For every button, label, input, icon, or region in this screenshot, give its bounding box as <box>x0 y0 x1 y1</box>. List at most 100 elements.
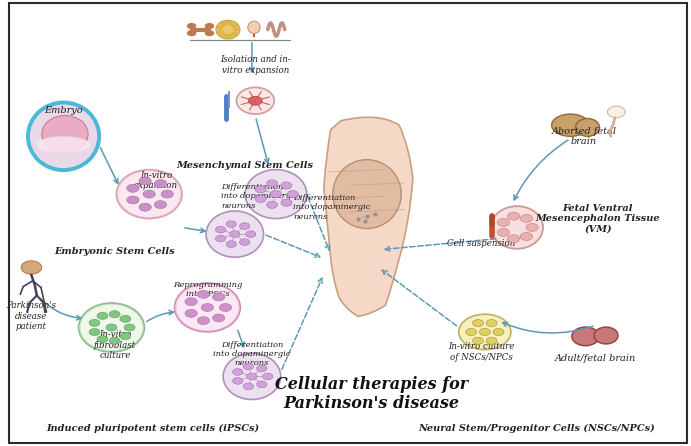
Circle shape <box>201 303 214 311</box>
Circle shape <box>197 317 209 325</box>
Ellipse shape <box>206 211 263 257</box>
Circle shape <box>480 328 491 335</box>
Text: Fetal Ventral
Mesencephalon Tissue
(VM): Fetal Ventral Mesencephalon Tissue (VM) <box>536 204 660 233</box>
Ellipse shape <box>216 20 240 39</box>
Circle shape <box>526 223 538 231</box>
Circle shape <box>507 235 520 243</box>
Circle shape <box>520 232 533 240</box>
Text: In-vitro culture
of NSCs/NPCs: In-vitro culture of NSCs/NPCs <box>448 342 515 362</box>
Circle shape <box>607 106 625 118</box>
Circle shape <box>263 373 273 380</box>
Text: Cell suspension: Cell suspension <box>447 239 515 248</box>
Circle shape <box>220 33 227 37</box>
Ellipse shape <box>333 160 401 228</box>
Circle shape <box>240 223 250 229</box>
Circle shape <box>139 177 151 185</box>
Ellipse shape <box>41 116 88 153</box>
Ellipse shape <box>491 206 543 249</box>
Circle shape <box>154 201 167 209</box>
Circle shape <box>287 190 299 198</box>
Text: Reprogramming
into iPSCs: Reprogramming into iPSCs <box>173 281 242 298</box>
Ellipse shape <box>175 283 240 332</box>
Circle shape <box>216 226 226 233</box>
Circle shape <box>486 319 497 326</box>
Text: Embryo: Embryo <box>44 107 83 116</box>
Circle shape <box>220 21 227 26</box>
Circle shape <box>185 310 197 317</box>
Circle shape <box>520 215 533 223</box>
Circle shape <box>247 373 257 380</box>
Circle shape <box>120 315 131 322</box>
Text: In-vitro
expansion: In-vitro expansion <box>134 171 178 190</box>
Circle shape <box>97 312 108 319</box>
Circle shape <box>231 32 238 36</box>
Circle shape <box>126 184 139 192</box>
Text: Adult/fetal brain: Adult/fetal brain <box>555 354 636 363</box>
Circle shape <box>493 328 504 335</box>
Ellipse shape <box>459 314 511 350</box>
Circle shape <box>139 203 151 211</box>
Circle shape <box>256 381 267 388</box>
Circle shape <box>187 30 196 36</box>
Circle shape <box>243 363 254 370</box>
Text: Embryonic Stem Cells: Embryonic Stem Cells <box>55 248 176 256</box>
Circle shape <box>217 25 224 29</box>
Circle shape <box>231 23 238 28</box>
Circle shape <box>466 328 477 335</box>
Text: Neural Stem/Progenitor Cells (NSCs/NPCs): Neural Stem/Progenitor Cells (NSCs/NPCs) <box>418 424 654 433</box>
Circle shape <box>213 314 225 322</box>
Circle shape <box>486 337 497 344</box>
Ellipse shape <box>223 353 281 400</box>
Circle shape <box>109 311 120 318</box>
Circle shape <box>232 368 243 375</box>
Circle shape <box>240 239 250 245</box>
Circle shape <box>106 324 117 331</box>
Circle shape <box>89 319 100 326</box>
Circle shape <box>498 219 509 227</box>
Text: Mesenchymal Stem Cells: Mesenchymal Stem Cells <box>177 161 314 169</box>
Circle shape <box>256 365 267 372</box>
Ellipse shape <box>576 119 600 136</box>
Circle shape <box>281 182 292 189</box>
Circle shape <box>216 235 226 242</box>
Circle shape <box>226 221 236 227</box>
Text: In-vitro
fibroblast
culture: In-vitro fibroblast culture <box>94 330 136 360</box>
Circle shape <box>21 261 41 274</box>
Circle shape <box>185 297 197 306</box>
Circle shape <box>213 293 225 301</box>
Circle shape <box>217 29 224 34</box>
Ellipse shape <box>236 87 274 114</box>
Circle shape <box>109 337 120 344</box>
Circle shape <box>270 190 281 198</box>
Circle shape <box>243 383 254 390</box>
Text: Differentiation
into dopaminergic
neurons: Differentiation into dopaminergic neuron… <box>293 194 370 221</box>
Circle shape <box>161 190 173 198</box>
Ellipse shape <box>551 114 589 136</box>
Circle shape <box>498 228 509 236</box>
Circle shape <box>267 201 278 208</box>
Circle shape <box>143 190 155 198</box>
Text: Parkinson's
disease
patient: Parkinson's disease patient <box>6 301 57 331</box>
Circle shape <box>205 30 214 36</box>
Circle shape <box>226 241 236 248</box>
Circle shape <box>187 23 196 29</box>
PathPatch shape <box>324 117 413 316</box>
Circle shape <box>507 212 520 220</box>
Circle shape <box>267 180 278 187</box>
Circle shape <box>281 199 292 206</box>
Circle shape <box>232 377 243 384</box>
Circle shape <box>205 23 214 29</box>
Circle shape <box>229 231 240 237</box>
Text: Cellular therapies for
Parkinson's disease: Cellular therapies for Parkinson's disea… <box>275 376 468 413</box>
Ellipse shape <box>37 136 91 153</box>
Circle shape <box>126 196 139 204</box>
Text: Aborted fetal
brain: Aborted fetal brain <box>551 127 616 146</box>
Ellipse shape <box>245 169 307 219</box>
Circle shape <box>245 231 256 237</box>
Circle shape <box>124 324 135 331</box>
Circle shape <box>219 303 231 311</box>
Circle shape <box>255 186 266 193</box>
Circle shape <box>89 329 100 336</box>
Ellipse shape <box>79 303 144 352</box>
Ellipse shape <box>28 103 100 170</box>
